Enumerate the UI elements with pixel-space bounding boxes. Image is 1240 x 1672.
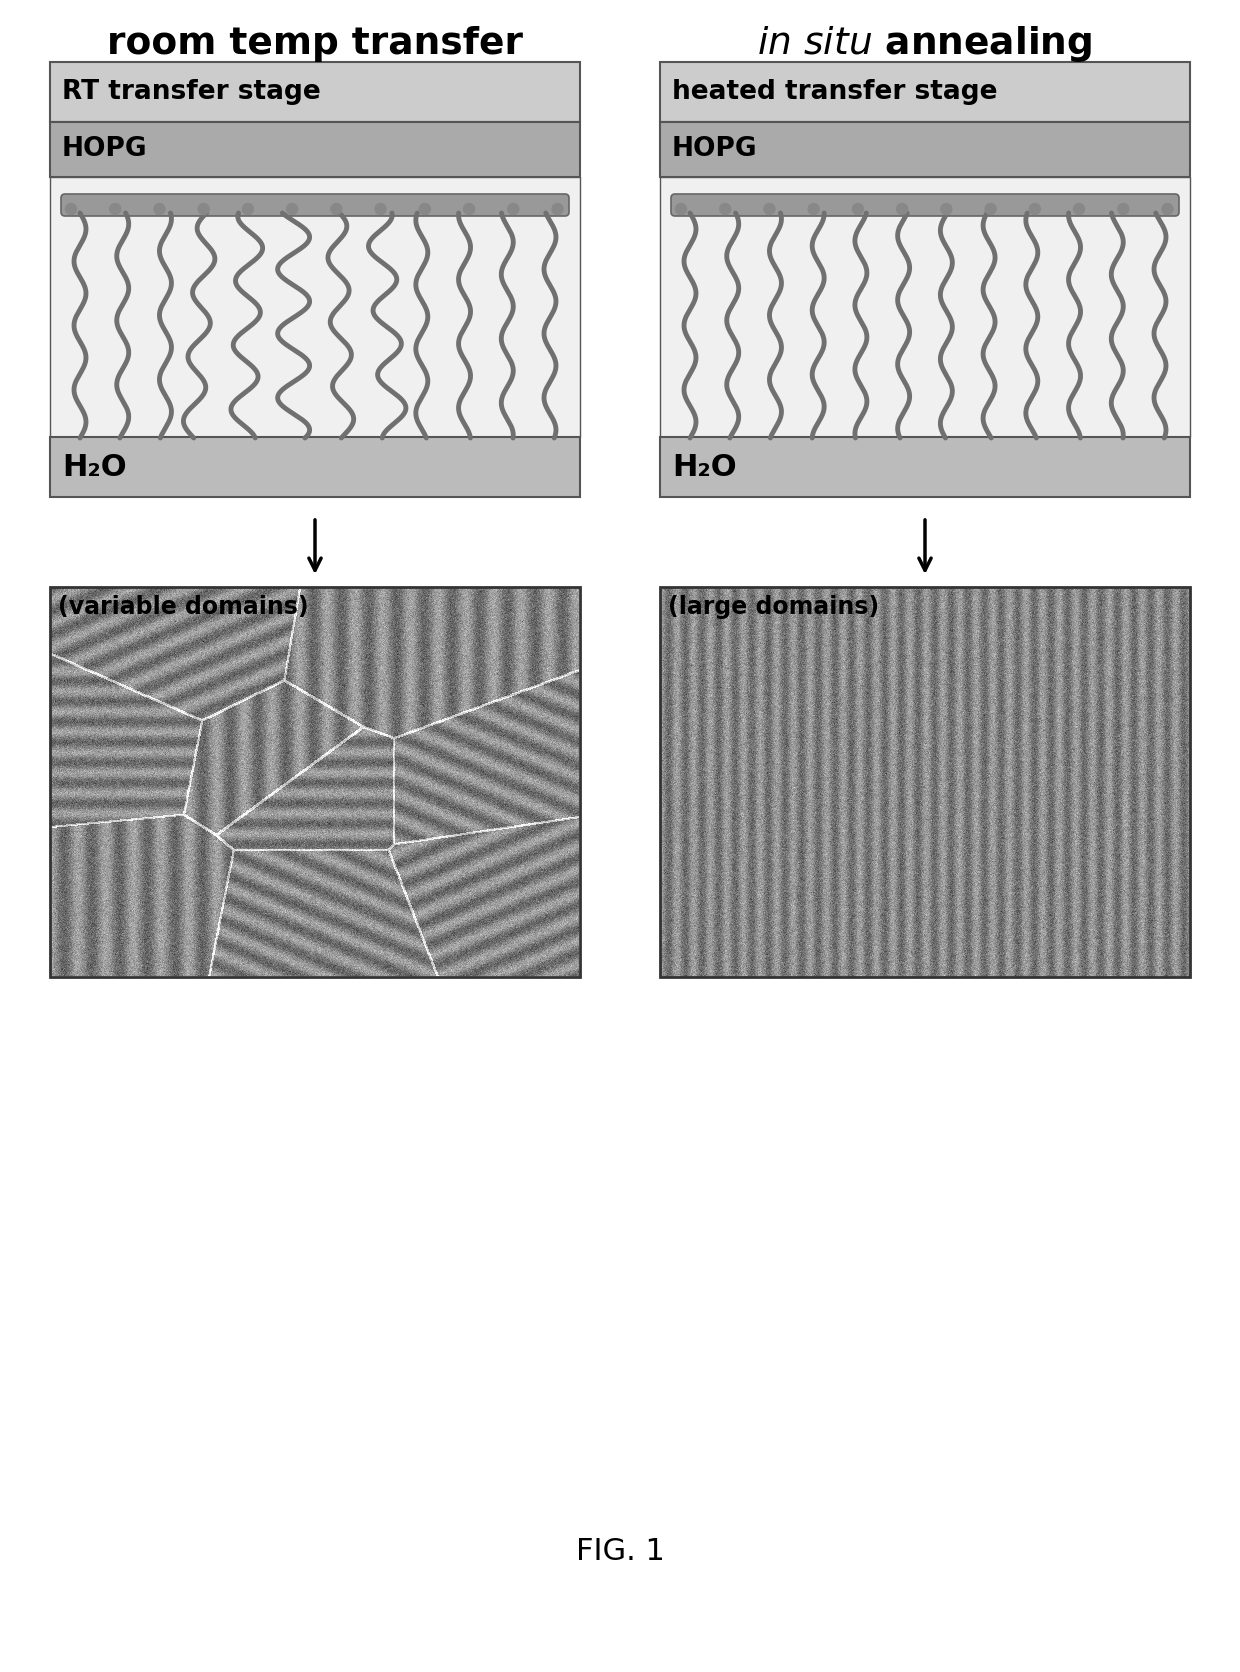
Circle shape [676, 204, 687, 214]
Circle shape [198, 204, 210, 214]
Text: H₂O: H₂O [672, 453, 737, 482]
Bar [660, 436, 1190, 497]
Text: (variable domains): (variable domains) [58, 595, 309, 619]
Text: room temp transfer: room temp transfer [107, 27, 523, 62]
Bar [660, 62, 1190, 122]
Circle shape [154, 204, 165, 214]
Text: RT transfer stage: RT transfer stage [62, 79, 321, 105]
Circle shape [552, 204, 563, 214]
Text: FIG. 1: FIG. 1 [575, 1538, 665, 1567]
Text: $\mathit{in\ situ}$ annealing: $\mathit{in\ situ}$ annealing [758, 23, 1092, 64]
Bar [50, 177, 580, 436]
FancyBboxPatch shape [671, 194, 1179, 216]
Circle shape [985, 204, 996, 214]
Circle shape [331, 204, 342, 214]
Circle shape [941, 204, 952, 214]
Circle shape [419, 204, 430, 214]
Circle shape [66, 204, 77, 214]
Circle shape [374, 204, 386, 214]
Circle shape [719, 204, 730, 214]
Circle shape [109, 204, 120, 214]
Circle shape [242, 204, 253, 214]
Bar [660, 587, 1190, 976]
Text: HOPG: HOPG [672, 137, 758, 162]
Circle shape [1162, 204, 1173, 214]
Bar [50, 62, 580, 122]
Text: H₂O: H₂O [62, 453, 126, 482]
Bar [50, 436, 580, 497]
FancyBboxPatch shape [61, 194, 569, 216]
Circle shape [1117, 204, 1128, 214]
Circle shape [808, 204, 820, 214]
Circle shape [764, 204, 775, 214]
Text: heated transfer stage: heated transfer stage [672, 79, 997, 105]
Text: HOPG: HOPG [62, 137, 148, 162]
Bar [50, 122, 580, 177]
Bar [660, 122, 1190, 177]
Circle shape [1074, 204, 1085, 214]
Text: (large domains): (large domains) [668, 595, 879, 619]
Circle shape [1029, 204, 1040, 214]
Bar [660, 177, 1190, 436]
Circle shape [897, 204, 908, 214]
Circle shape [286, 204, 298, 214]
Circle shape [464, 204, 475, 214]
Bar [50, 587, 580, 976]
Circle shape [852, 204, 863, 214]
Circle shape [507, 204, 518, 214]
